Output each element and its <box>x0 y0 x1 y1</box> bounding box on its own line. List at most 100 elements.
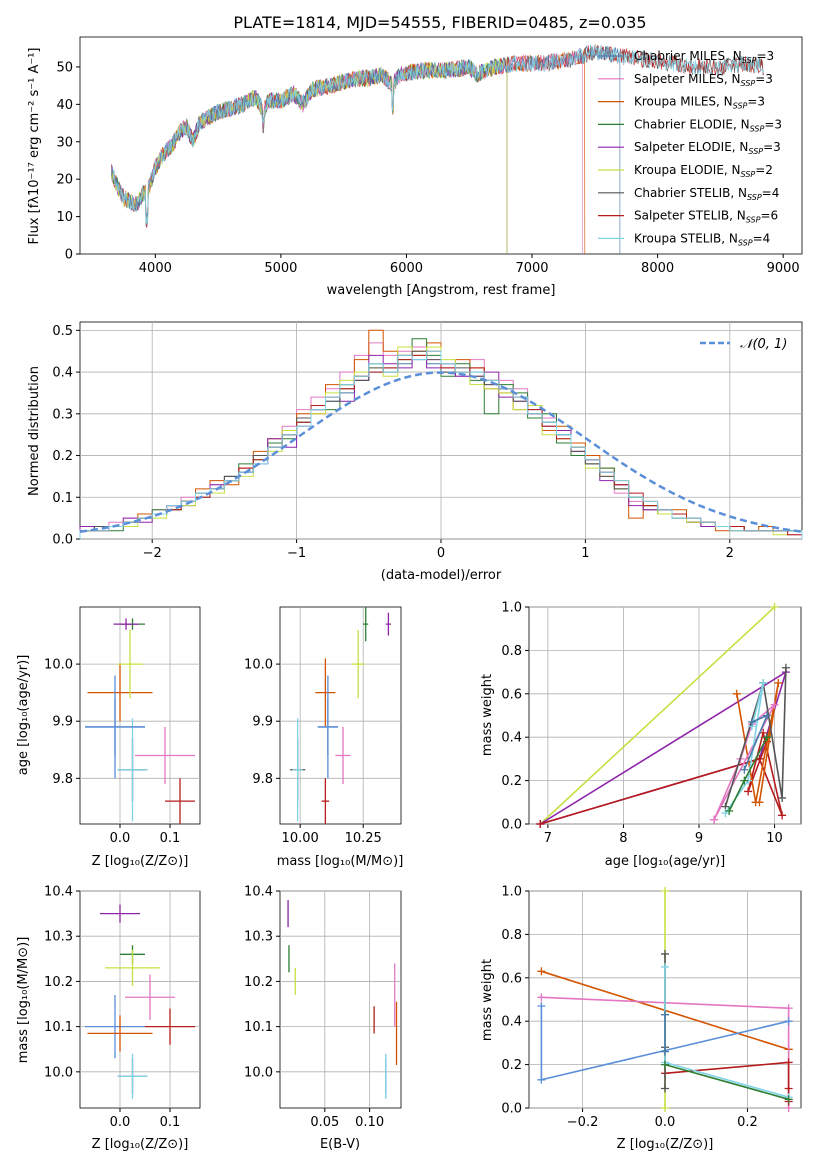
y-tick-label: 20 <box>56 173 73 188</box>
age-vs-z-xlabel: Z [log₁₀(Z/Z⊙)] <box>92 854 189 869</box>
y-tick-label: 0.2 <box>52 449 73 464</box>
mass-vs-ebv-panel: 0.05 0.10 10.0 10.1 10.2 10.3 10.4 E(B-V) <box>244 885 402 1152</box>
legend-label: Chabrier MILES, NSSP=3 <box>634 49 774 65</box>
mass-vs-z-plot-area: 0.0 0.1 10.0 10.1 10.2 10.3 10.4 <box>44 885 200 1130</box>
x-tick-label: 9000 <box>767 261 800 276</box>
mass-weight-marker <box>740 776 749 785</box>
x-tick-label: 0.2 <box>737 1115 758 1130</box>
mass-weight-marker <box>661 1047 669 1056</box>
massweight-vs-age-axes-frame <box>528 606 802 825</box>
normal-legend-label: 𝒩(0, 1) <box>740 337 787 352</box>
y-tick-label: 10.2 <box>44 975 73 990</box>
mass-weight-marker <box>744 787 753 796</box>
spectrum-series-line <box>111 44 621 254</box>
x-tick-label: 10.00 <box>282 831 319 846</box>
y-tick-label: 10.0 <box>244 1065 273 1080</box>
massweight-vs-age-ylabel: mass weight <box>480 674 495 756</box>
x-tick-label: 0.0 <box>110 831 131 846</box>
age-vs-z-plot-area: 0.0 0.1 9.8 9.9 10.0 <box>44 607 200 846</box>
x-tick-label: −0.2 <box>567 1115 599 1130</box>
y-tick-label: 0.3 <box>52 407 73 422</box>
mass-weight-line <box>724 667 787 807</box>
y-tick-label: 1.0 <box>501 601 522 616</box>
x-tick-label: 2 <box>726 546 734 561</box>
mass-vs-z-xlabel: Z [log₁₀(Z/Z⊙)] <box>92 1137 189 1152</box>
residuals-plot-area: −2 −1 0 1 2 0.0 0.1 0.2 0.3 0.4 0.5 <box>52 322 803 561</box>
mass-vs-ebv-axes-frame <box>279 890 402 1109</box>
mass-weight-marker <box>537 967 546 976</box>
age-vs-mass-axes-frame <box>279 606 402 825</box>
mass-weight-marker <box>770 603 779 611</box>
x-tick-label: 6000 <box>390 261 423 276</box>
mass-weight-marker <box>661 887 669 895</box>
mass-weight-line <box>539 606 776 825</box>
y-tick-label: 10.3 <box>44 930 73 945</box>
y-tick-label: 0 <box>65 248 73 263</box>
mass-weight-marker <box>784 1058 793 1067</box>
y-tick-label: 10.0 <box>44 658 73 673</box>
y-tick-label: 9.9 <box>52 715 73 730</box>
legend-label: Kroupa ELODIE, NSSP=2 <box>634 163 773 179</box>
y-tick-label: 10.2 <box>244 975 273 990</box>
legend-label: Chabrier STELIB, NSSP=4 <box>634 186 779 202</box>
mass-weight-marker <box>537 993 546 1002</box>
x-tick-label: 0.0 <box>655 1115 676 1130</box>
legend-label: Chabrier ELODIE, NSSP=3 <box>634 117 782 133</box>
massweight-vs-age-plot-area: 7 8 9 10 0.0 0.2 0.4 0.6 0.8 1.0 <box>501 601 801 846</box>
mass-weight-marker <box>774 678 783 687</box>
mass-weight-marker <box>710 815 719 824</box>
mass-weight-marker <box>725 806 734 815</box>
mass-weight-marker <box>759 678 768 687</box>
legend-label: Salpeter ELODIE, NSSP=3 <box>634 140 781 156</box>
mass-weight-marker <box>770 700 779 709</box>
age-vs-mass-plot-area: 10.00 10.25 9.8 9.9 10.0 <box>244 607 401 846</box>
x-tick-label: 0.10 <box>355 1115 384 1130</box>
y-tick-label: 0.0 <box>501 1102 522 1117</box>
mass-weight-line <box>664 967 789 1098</box>
x-tick-label: 8 <box>619 831 627 846</box>
mass-weight-marker <box>732 689 741 698</box>
mass-weight-marker <box>661 1010 669 1019</box>
y-tick-label: 0.0 <box>501 818 522 833</box>
y-tick-label: 9.8 <box>252 772 273 787</box>
spectrum-series-line <box>111 44 765 224</box>
massweight-vs-age-panel: 7 8 9 10 0.0 0.2 0.4 0.6 0.8 1.0 age [log₁₀(age/y… <box>480 601 802 869</box>
x-tick-label: 7 <box>544 831 552 846</box>
x-tick-label: 0.1 <box>160 1115 181 1130</box>
massweight-vs-z-xlabel: Z [log₁₀(Z/Z⊙)] <box>617 1137 714 1152</box>
y-tick-label: 9.9 <box>252 715 273 730</box>
mass-weight-marker <box>778 793 787 802</box>
y-tick-label: 0.4 <box>52 366 73 381</box>
y-tick-label: 0.1 <box>52 491 73 506</box>
y-tick-label: 9.8 <box>52 772 73 787</box>
x-tick-label: 8000 <box>641 261 674 276</box>
massweight-vs-z-ylabel: mass weight <box>480 959 495 1041</box>
mass-vs-ebv-xlabel: E(B-V) <box>320 1137 360 1152</box>
spectrum-plot-area: 4000 5000 6000 7000 8000 9000 0 10 20 30 40 50 <box>56 44 800 276</box>
x-tick-label: −2 <box>143 546 162 561</box>
mass-weight-marker <box>755 754 764 763</box>
y-tick-label: 0.5 <box>52 324 73 339</box>
mass-weight-marker <box>661 949 669 958</box>
massweight-vs-age-xlabel: age [log₁₀(age/yr)] <box>605 854 726 869</box>
mass-weight-marker <box>747 718 756 727</box>
x-tick-label: 4000 <box>139 261 172 276</box>
mass-weight-marker <box>537 1075 546 1084</box>
mass-weight-marker <box>536 820 545 828</box>
y-tick-label: 0.4 <box>501 731 522 746</box>
residuals-ylabel: Normed distribution <box>27 366 42 496</box>
y-tick-label: 30 <box>56 135 73 150</box>
mass-weight-line <box>736 682 780 803</box>
x-tick-label: 5000 <box>264 261 297 276</box>
x-tick-label: 0.05 <box>310 1115 339 1130</box>
age-vs-mass-panel: 10.00 10.25 9.8 9.9 10.0 mass [log₁₀(M/M⊙)] <box>244 606 404 869</box>
mass-weight-marker <box>784 1004 793 1013</box>
mass-weight-marker <box>755 798 764 807</box>
spectrum-xlabel: wavelength [Angstrom, rest frame] <box>327 283 556 298</box>
spectrum-axes-frame <box>79 36 803 255</box>
spectrum-title: PLATE=1814, MJD=54555, FIBERID=0485, z=0… <box>233 13 646 32</box>
mass-weight-marker <box>763 733 771 742</box>
age-vs-mass-xlabel: mass [log₁₀(M/M⊙)] <box>277 854 404 869</box>
spectrum-panel: PLATE=1814, MJD=54555, FIBERID=0485, z=0… <box>27 13 803 298</box>
